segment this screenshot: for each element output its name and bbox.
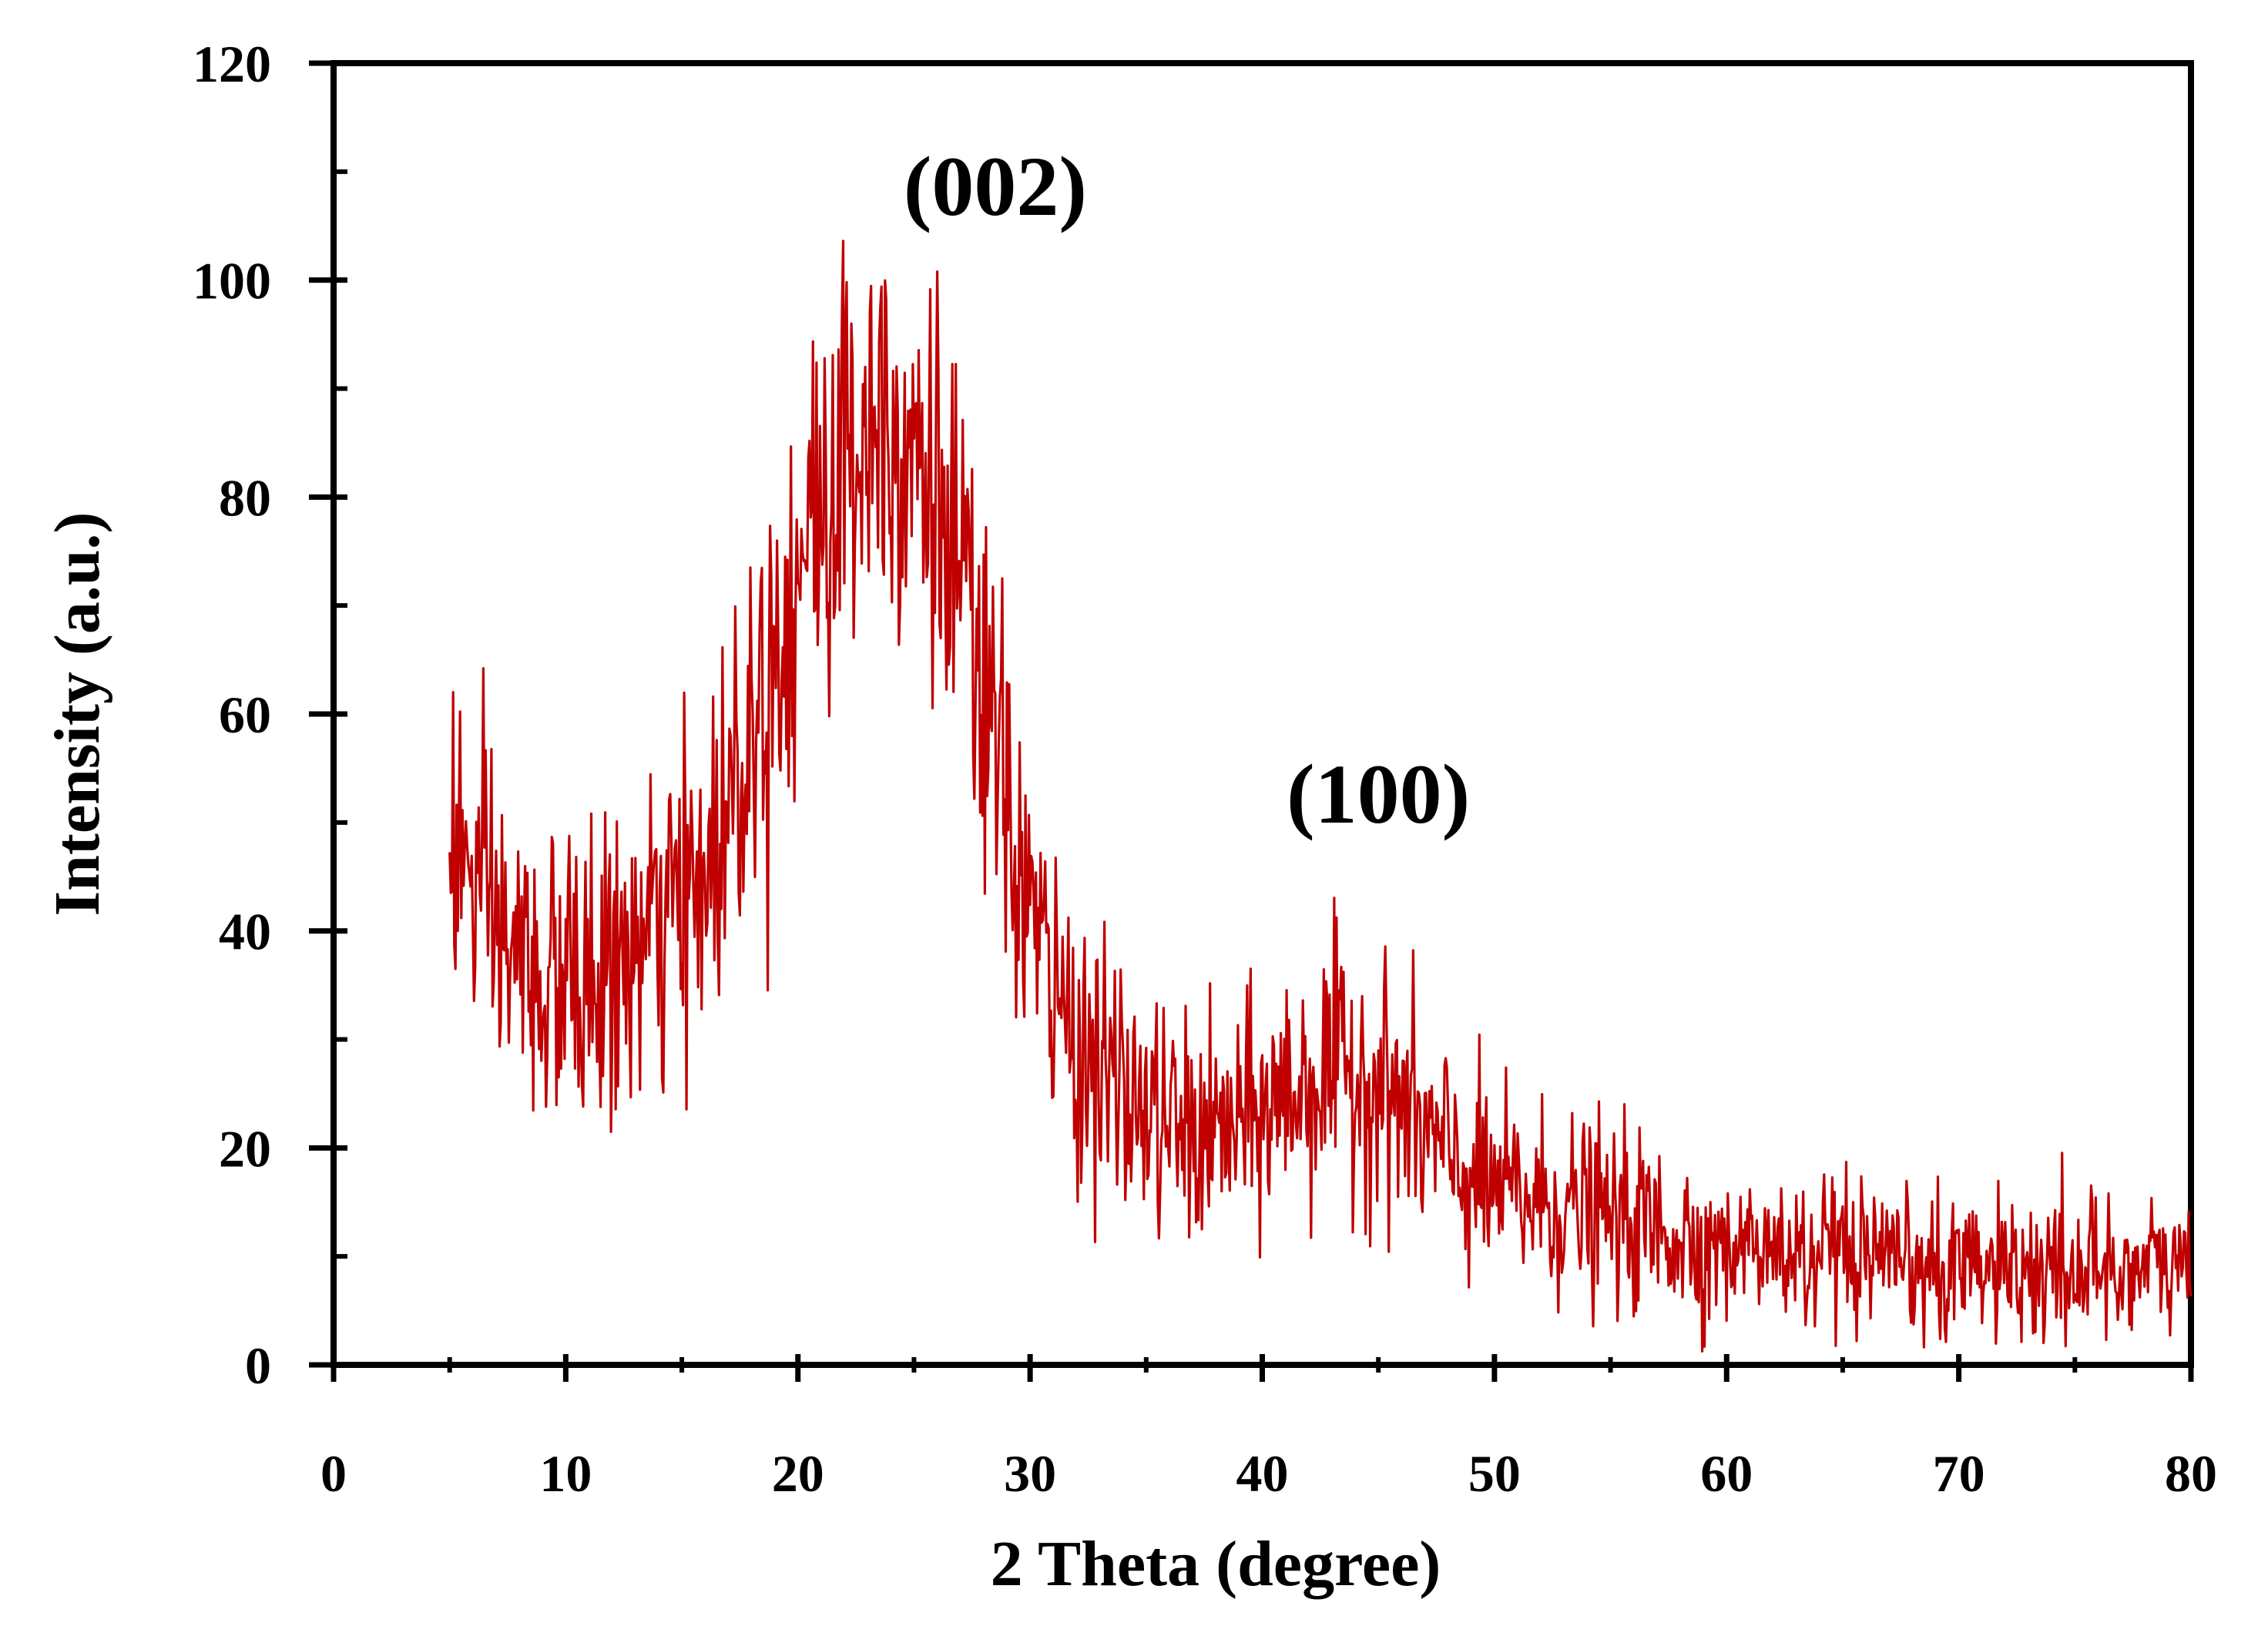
x-tick-label: 80 <box>2165 1444 2217 1503</box>
peak-annotations: (002) (100) <box>904 139 1471 841</box>
y-tick-label: 0 <box>245 1336 271 1395</box>
series-line <box>448 240 2193 1353</box>
major-ticks <box>309 60 2194 1382</box>
peak-label: (002) <box>904 139 1087 233</box>
y-axis-title: Intensity (a.u.) <box>42 511 113 916</box>
x-tick-label: 10 <box>539 1444 592 1503</box>
x-tick-label: 40 <box>1236 1444 1289 1503</box>
peak-label: (100) <box>1287 747 1470 841</box>
y-tick-label: 80 <box>219 468 271 527</box>
y-tick-label: 40 <box>219 903 271 961</box>
y-tick-label: 100 <box>193 252 271 310</box>
x-tick-label: 0 <box>320 1444 347 1503</box>
y-tick-label: 120 <box>193 35 271 93</box>
x-tick-label: 30 <box>1004 1444 1056 1503</box>
y-tick-label: 60 <box>219 686 271 744</box>
x-tick-label: 20 <box>772 1444 824 1503</box>
x-tick-labels: 0 10 20 30 40 50 60 70 80 <box>320 1444 2217 1503</box>
plot-frame <box>330 60 2194 1368</box>
x-axis-title: 2 Theta (degree) <box>991 1528 1441 1600</box>
x-tick-label: 70 <box>1933 1444 1985 1503</box>
minor-ticks <box>334 169 2078 1373</box>
x-tick-label: 50 <box>1468 1444 1521 1503</box>
x-tick-label: 60 <box>1700 1444 1753 1503</box>
y-tick-label: 20 <box>219 1119 271 1178</box>
y-tick-labels: 0 20 40 60 80 100 120 <box>193 35 271 1395</box>
